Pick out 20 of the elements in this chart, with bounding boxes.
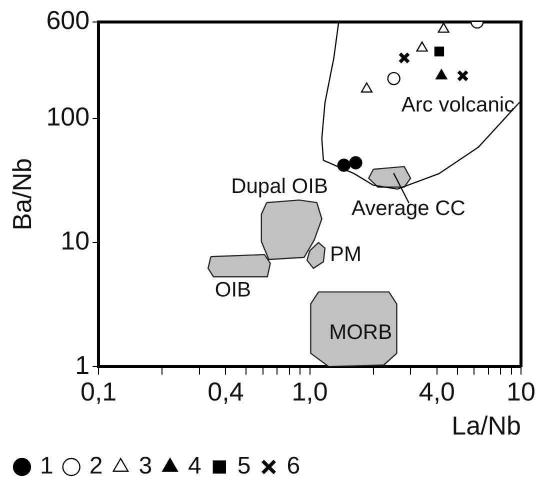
x-axis-title: La/Nb bbox=[452, 410, 521, 441]
legend-label: 5 bbox=[237, 452, 251, 480]
x-tick-label: 10 bbox=[506, 376, 536, 406]
legend-label: 4 bbox=[188, 452, 202, 480]
x-tick-label: 0,4 bbox=[208, 376, 244, 406]
series-label: Arc volcanic bbox=[401, 93, 515, 116]
x-tick-label: 4,0 bbox=[418, 376, 456, 406]
series-label: OIB bbox=[214, 278, 252, 302]
series-label: Dupal OIB bbox=[231, 174, 328, 198]
legend-label: 6 bbox=[286, 452, 300, 480]
series-label: MORB bbox=[329, 320, 392, 344]
series-label: PM bbox=[330, 243, 362, 266]
legend-label: 3 bbox=[138, 452, 152, 480]
y-tick-label: 600 bbox=[46, 5, 90, 36]
y-tick-label: 100 bbox=[46, 102, 90, 132]
y-tick-label: 10 bbox=[60, 226, 90, 256]
x-tick-label: 1,0 bbox=[292, 376, 328, 406]
legend-label: 2 bbox=[89, 452, 103, 480]
y-axis-title: Ba/Nb bbox=[6, 158, 37, 230]
series-label: Average CC bbox=[351, 196, 466, 220]
